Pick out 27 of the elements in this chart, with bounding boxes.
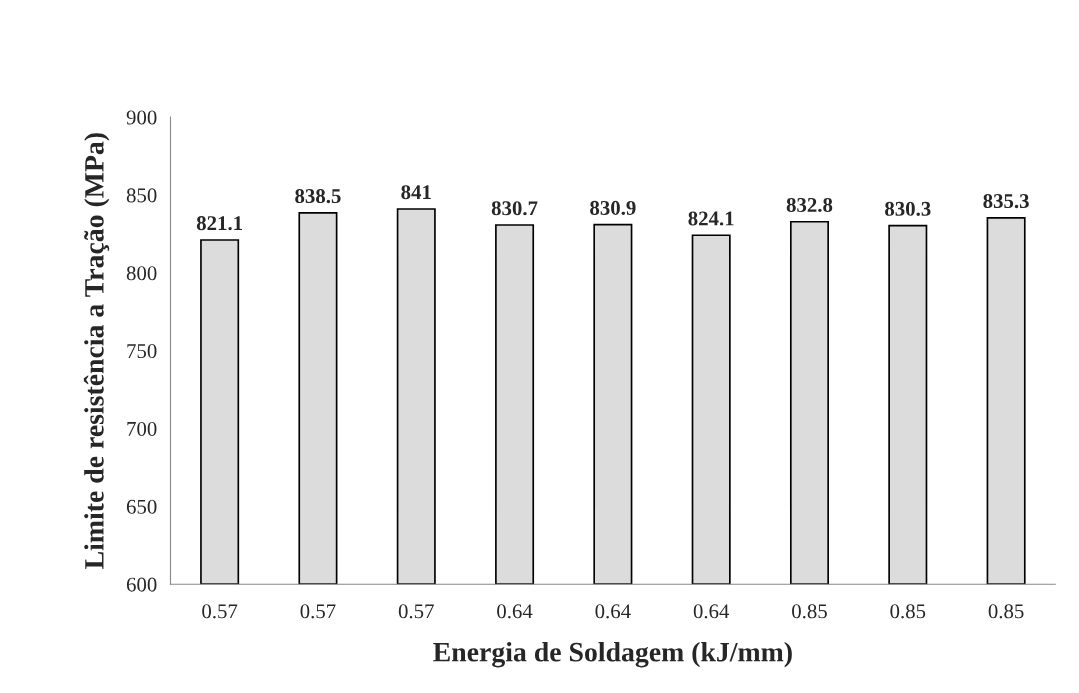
y-axis-title: Limite de resistência a Tração (MPa) (83, 133, 110, 569)
x-tick-label: 0.57 (300, 604, 336, 619)
y-tick-label: 600 (126, 577, 157, 592)
x-tick-label: 0.64 (595, 604, 631, 619)
y-tick-label: 700 (127, 421, 157, 436)
data-label: 838.5 (295, 189, 341, 204)
x-tick-label: 0.85 (792, 604, 827, 619)
data-label: 841 (401, 185, 431, 200)
y-tick-label: 750 (127, 344, 157, 359)
y-tick-label: 800 (126, 266, 157, 281)
data-label: 821.1 (196, 216, 242, 231)
data-label: 830.3 (885, 201, 931, 216)
x-tick-label: 0.57 (398, 604, 434, 619)
data-label: 835.3 (983, 194, 1029, 209)
x-tick-label: 0.64 (497, 604, 533, 619)
data-label: 824.1 (688, 211, 734, 226)
x-tick-label: 0.85 (988, 604, 1024, 619)
data-label: 832.8 (786, 197, 833, 213)
data-label: 830.7 (491, 201, 538, 216)
x-axis-title: Energia de Soldagem (kJ/mm) (433, 641, 792, 668)
y-tick-label: 850 (126, 188, 157, 203)
x-tick-label: 0.64 (693, 604, 730, 619)
x-tick-label: 0.85 (890, 604, 926, 619)
data-label: 830.9 (590, 200, 636, 216)
y-tick-label: 650 (126, 499, 157, 514)
y-tick-label: 900 (126, 110, 157, 125)
x-tick-label: 0.57 (202, 604, 238, 619)
